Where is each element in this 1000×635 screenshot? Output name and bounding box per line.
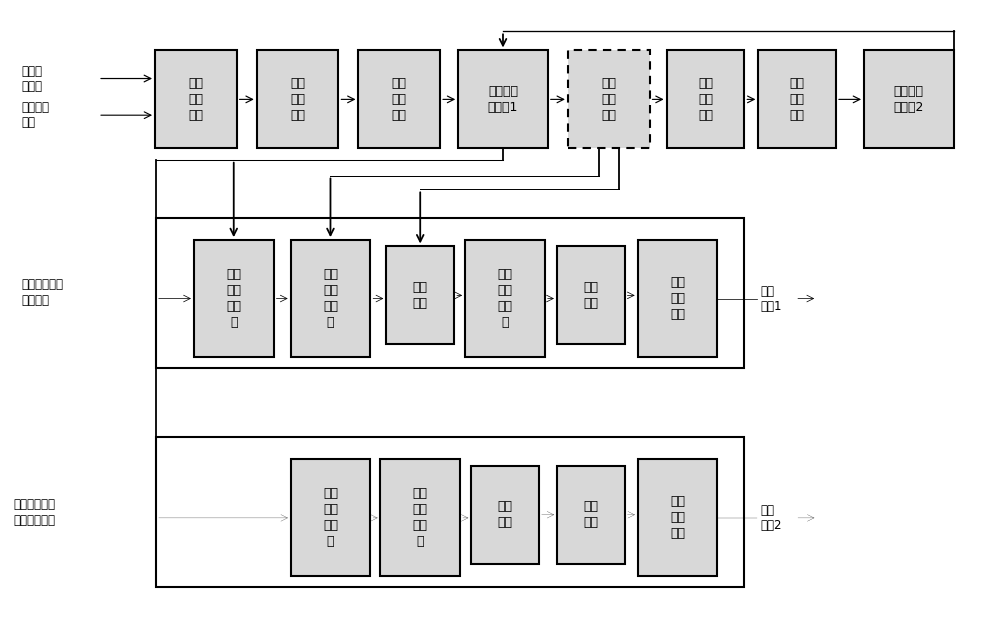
Text: 输入中
频信号: 输入中 频信号 <box>21 65 42 93</box>
Bar <box>358 50 440 149</box>
Text: 数据
帧同
步模
块: 数据 帧同 步模 块 <box>323 488 338 549</box>
Text: 可变编码调制
处理通路: 可变编码调制 处理通路 <box>21 278 63 307</box>
Bar <box>568 50 650 149</box>
Text: 模式
识别
模块: 模式 识别 模块 <box>601 77 616 122</box>
Bar <box>758 50 836 149</box>
Bar <box>380 460 460 577</box>
Bar <box>194 240 274 357</box>
Bar <box>667 50 744 149</box>
Text: 抽取
滤波
模块: 抽取 滤波 模块 <box>392 77 407 122</box>
Bar <box>291 240 370 357</box>
Bar <box>458 50 548 149</box>
Text: 数据
帧同
步模
块: 数据 帧同 步模 块 <box>497 268 512 329</box>
Text: 解扰
模块: 解扰 模块 <box>583 500 598 529</box>
Text: 数据
组帧
模块: 数据 组帧 模块 <box>670 276 685 321</box>
Bar <box>465 240 545 357</box>
Text: 自适应均
衡模块2: 自适应均 衡模块2 <box>894 85 924 114</box>
Bar <box>155 50 237 149</box>
Text: 物理
帧同
步模
块: 物理 帧同 步模 块 <box>226 268 241 329</box>
Bar <box>156 218 744 368</box>
Text: 固定模式编码
调制处理通路: 固定模式编码 调制处理通路 <box>13 498 55 526</box>
Text: 输入干扰
信号: 输入干扰 信号 <box>21 101 49 129</box>
Text: 定点
采样
模块: 定点 采样 模块 <box>188 77 203 122</box>
Bar <box>156 437 744 587</box>
Bar <box>638 240 717 357</box>
Bar <box>638 460 717 577</box>
Text: 数据
预处
理模
块: 数据 预处 理模 块 <box>323 268 338 329</box>
Text: 数据
组帧
模块: 数据 组帧 模块 <box>670 495 685 540</box>
Text: 译码
模块: 译码 模块 <box>413 281 428 310</box>
Bar <box>557 246 625 344</box>
Text: 数据
输出1: 数据 输出1 <box>760 284 782 312</box>
Text: 译码
模块: 译码 模块 <box>497 500 512 529</box>
Text: 数据
预处
理模
块: 数据 预处 理模 块 <box>413 488 428 549</box>
Bar <box>386 246 454 344</box>
Text: 时延
计算
模块: 时延 计算 模块 <box>290 77 305 122</box>
Text: 解扰
模块: 解扰 模块 <box>583 281 598 310</box>
Bar <box>471 465 539 564</box>
Bar <box>557 465 625 564</box>
Text: 数据
输出2: 数据 输出2 <box>760 504 782 532</box>
Text: 符号
跟踪
模块: 符号 跟踪 模块 <box>790 77 805 122</box>
Bar <box>257 50 338 149</box>
Text: 自适应均
衡模块1: 自适应均 衡模块1 <box>488 85 518 114</box>
Bar <box>864 50 954 149</box>
Bar <box>291 460 370 577</box>
Text: 载波
跟踪
模块: 载波 跟踪 模块 <box>698 77 713 122</box>
